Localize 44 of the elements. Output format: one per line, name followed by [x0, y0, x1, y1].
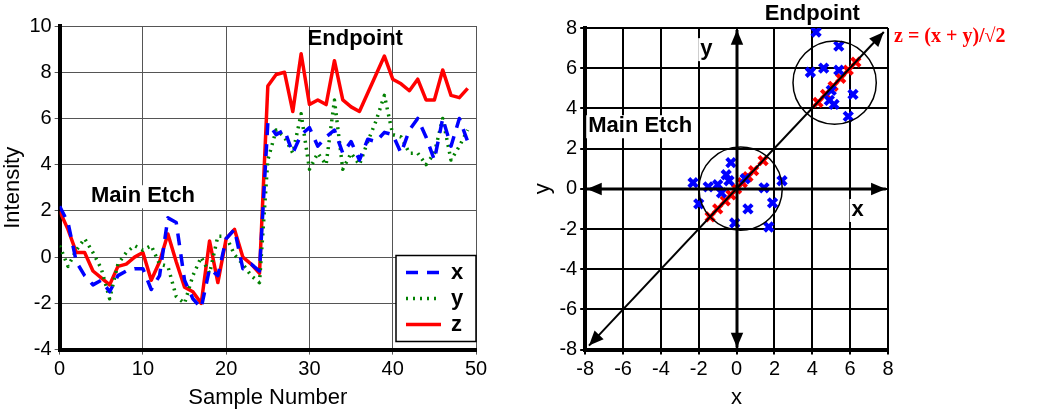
x-tick-label: -4	[651, 357, 670, 380]
y-tick-label: 4	[40, 152, 52, 175]
x-tick-label: -6	[614, 357, 632, 380]
y-tick-label: 4	[566, 95, 578, 118]
y-tick-label: 0	[40, 244, 52, 267]
x-tick-label: 40	[381, 357, 404, 380]
x-tick-label: -2	[689, 357, 708, 380]
x-tick-label: 4	[806, 357, 818, 380]
text: z = (x + y)/√2	[894, 24, 1006, 48]
x-tick-label: 6	[844, 357, 856, 380]
x-tick-label: 30	[298, 357, 321, 380]
x-tick-label: 2	[768, 357, 781, 380]
y-tick-label: 6	[566, 55, 578, 78]
x-tick-label: 8	[882, 357, 894, 380]
legend-label: x	[451, 258, 464, 284]
x-axis-title: x	[731, 383, 743, 409]
annotation: x	[851, 196, 865, 222]
y-tick-label: -4	[33, 337, 52, 360]
y-tick-label: 8	[566, 15, 578, 38]
y-tick-label: 0	[566, 176, 578, 199]
x-tick-label: 0	[54, 357, 66, 380]
y-tick-label: 2	[40, 198, 52, 221]
y-tick-label: -2	[33, 290, 52, 313]
y-tick-label: -2	[559, 216, 578, 239]
y-axis-title: y	[529, 183, 555, 195]
annotation: Main Etch	[588, 112, 693, 138]
annotation: Main Etch	[90, 182, 195, 208]
y-tick-label: 2	[566, 136, 578, 159]
legend-label: z	[451, 310, 462, 336]
legend-label: y	[451, 284, 464, 310]
x-tick-label: 10	[131, 357, 155, 380]
y-tick-label: -6	[559, 296, 578, 319]
annotation: y	[700, 35, 714, 61]
y-tick-label: 10	[29, 13, 52, 36]
x-tick-label: 0	[731, 357, 743, 380]
x-tick-label: 50	[464, 357, 488, 380]
x-axis-title: Sample Number	[188, 383, 348, 409]
y-axis-title: Intensity	[0, 146, 25, 229]
x-tick-label: 20	[215, 357, 238, 380]
text: Endpoint	[764, 0, 861, 25]
y-tick-label: 6	[40, 105, 52, 128]
y-tick-label: -8	[559, 337, 578, 360]
y-tick-label: 8	[40, 59, 52, 82]
y-tick-label: -4	[559, 256, 578, 279]
